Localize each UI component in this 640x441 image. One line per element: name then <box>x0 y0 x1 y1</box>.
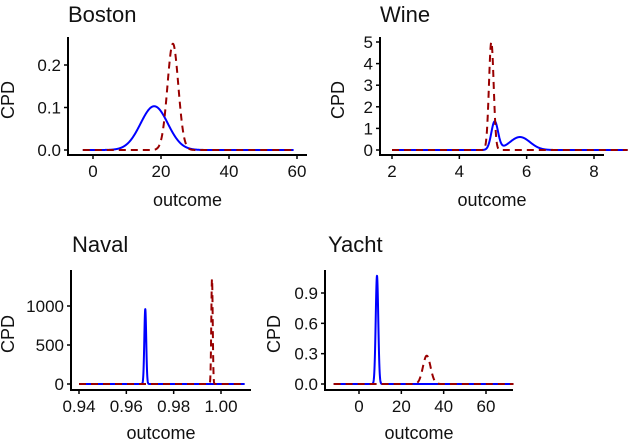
y-axis-label: CPD <box>264 315 284 353</box>
y-tick-label: 0 <box>55 375 64 394</box>
panel-title: Boston <box>68 2 137 27</box>
y-tick-label: 5 <box>364 33 373 52</box>
solid-density-curve <box>391 120 629 151</box>
x-tick-label: 0 <box>88 162 97 181</box>
x-tick-label: 0 <box>354 397 363 416</box>
y-tick-label: 0.6 <box>294 314 318 333</box>
y-axis-label: CPD <box>0 315 18 353</box>
dashed-density-curve <box>391 41 629 151</box>
x-axis-label: outcome <box>384 423 453 441</box>
y-tick-label: 1 <box>364 119 373 138</box>
y-tick-label: 0.9 <box>294 284 318 303</box>
y-axis-label: CPD <box>328 81 348 119</box>
panel-title: Wine <box>380 2 430 27</box>
x-tick-label: 60 <box>477 397 496 416</box>
x-tick-label: 40 <box>220 162 239 181</box>
x-tick-label: 2 <box>387 162 396 181</box>
panel-naval: Naval 0 500 1000 0.94 0.96 0.98 1.00 CPD outcome <box>0 232 251 441</box>
solid-density-curve <box>81 105 295 151</box>
x-tick-label: 0.98 <box>157 397 190 416</box>
y-tick-label: 0.0 <box>294 375 318 394</box>
y-tick-label: 0.2 <box>37 56 61 75</box>
x-axis-label: outcome <box>126 423 195 441</box>
y-tick-label: 0 <box>364 141 373 160</box>
x-axis-label: outcome <box>153 190 222 210</box>
y-axis-label: CPD <box>0 81 18 119</box>
y-tick-label: 4 <box>364 55 373 74</box>
panel-yacht: Yacht 0.0 0.3 0.6 0.9 0 20 40 60 CPD outcome <box>264 232 515 441</box>
panel-wine: Wine 0 1 2 3 4 5 2 4 6 8 CPD outcome <box>328 2 629 210</box>
x-tick-label: 40 <box>434 397 453 416</box>
x-tick-label: 20 <box>392 397 411 416</box>
x-tick-label: 0.94 <box>62 397 95 416</box>
x-tick-label: 1.00 <box>204 397 237 416</box>
x-tick-label: 60 <box>288 162 307 181</box>
y-tick-label: 0.0 <box>37 141 61 160</box>
y-tick-label: 2 <box>364 98 373 117</box>
y-tick-label: 0.3 <box>294 345 318 364</box>
x-tick-label: 4 <box>455 162 464 181</box>
solid-density-curve <box>78 308 246 385</box>
dashed-density-curve <box>81 42 295 151</box>
x-tick-label: 8 <box>589 162 598 181</box>
panel-boston: Boston 0.0 0.1 0.2 0 20 40 60 CPD outcome <box>0 2 307 210</box>
x-axis-label: outcome <box>457 190 526 210</box>
x-tick-label: 6 <box>522 162 531 181</box>
y-tick-label: 1000 <box>26 297 64 316</box>
x-tick-label: 20 <box>152 162 171 181</box>
y-tick-label: 0.1 <box>37 99 61 118</box>
x-tick-label: 0.96 <box>110 397 143 416</box>
dashed-density-curve <box>78 277 246 385</box>
y-tick-label: 500 <box>36 336 64 355</box>
y-tick-label: 3 <box>364 76 373 95</box>
dashed-density-curve <box>332 354 515 385</box>
panel-title: Yacht <box>328 232 383 257</box>
panel-title: Naval <box>72 232 128 257</box>
